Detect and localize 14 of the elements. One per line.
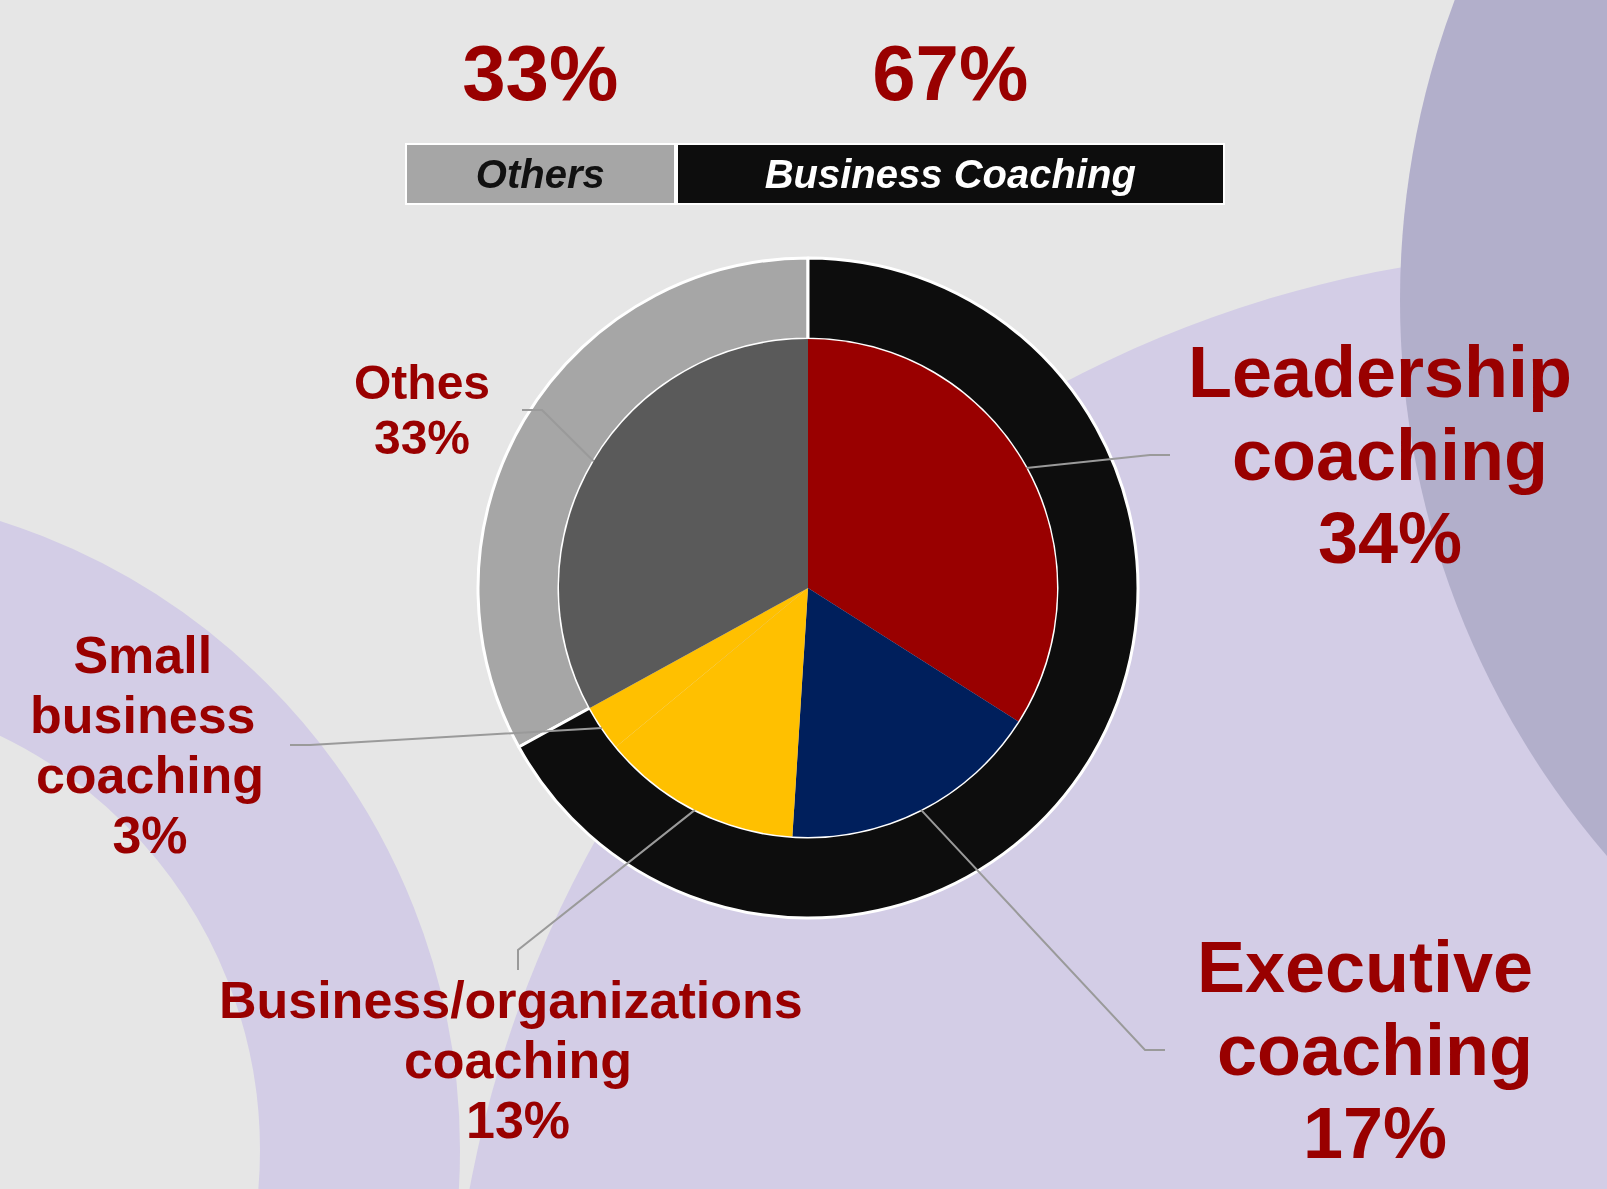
data-label: 3%	[112, 806, 188, 864]
slice-label: Business Coaching	[764, 151, 1136, 197]
data-label: 33%	[461, 28, 620, 119]
data-label: 33%	[373, 411, 471, 464]
data-label: 67%	[871, 28, 1030, 119]
slice-label: Executive coaching	[1196, 927, 1554, 1090]
data-label: 17%	[1302, 1093, 1448, 1173]
slice-label: Small business coaching	[30, 626, 270, 804]
data-label: 34%	[1317, 498, 1463, 578]
slice-label: Others	[475, 151, 605, 197]
slice-label: Leadership coaching	[1187, 332, 1593, 495]
data-label: 13%	[465, 1091, 571, 1149]
slice-label: Business/organizations coaching	[218, 971, 818, 1089]
slice-label: Othes	[353, 356, 491, 409]
